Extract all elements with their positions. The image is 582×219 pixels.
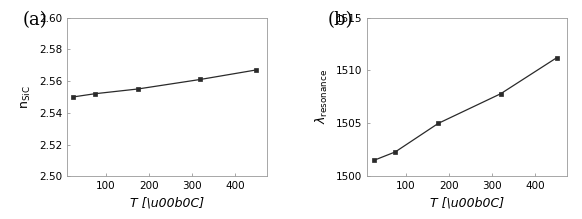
Y-axis label: n$_\mathrm{SiC}$: n$_\mathrm{SiC}$ [20, 85, 33, 109]
X-axis label: T [\u00b0C]: T [\u00b0C] [430, 197, 505, 210]
Y-axis label: $\lambda_\mathrm{resonance}$: $\lambda_\mathrm{resonance}$ [314, 69, 331, 124]
Text: (b): (b) [327, 11, 353, 29]
Text: (a): (a) [23, 11, 48, 29]
X-axis label: T [\u00b0C]: T [\u00b0C] [130, 197, 204, 210]
